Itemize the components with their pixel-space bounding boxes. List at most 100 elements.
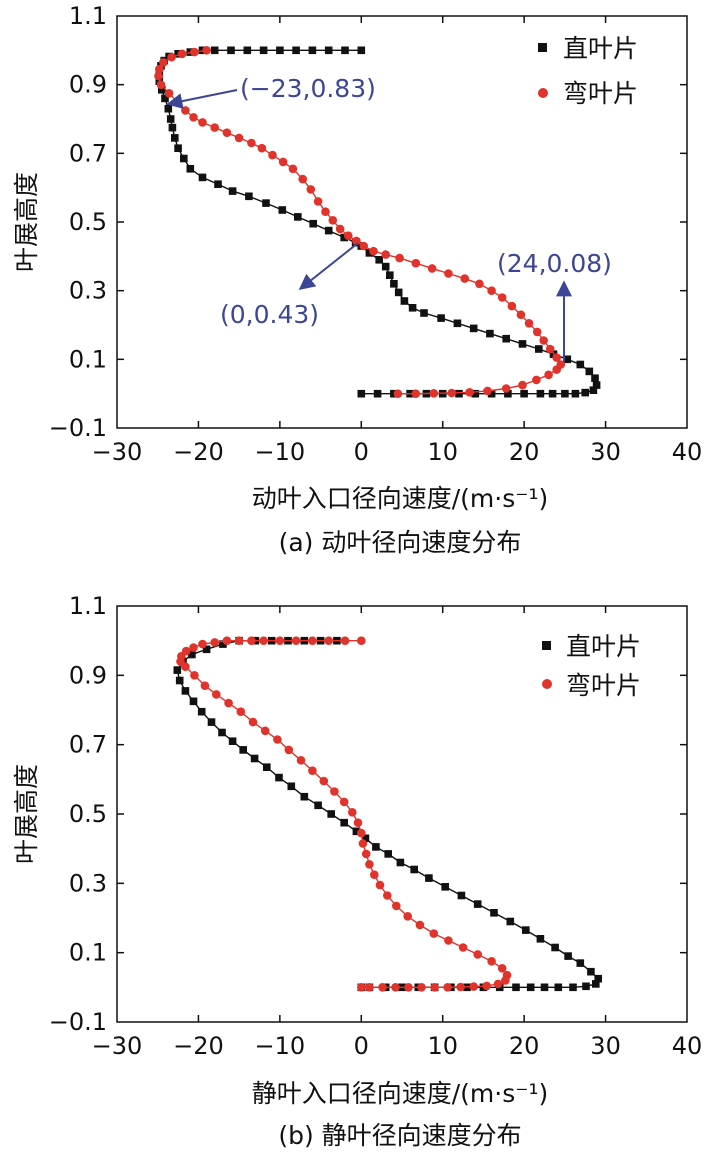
y-tick-label-a: 0.5 xyxy=(69,208,107,236)
data-point-a xyxy=(294,213,302,221)
data-point-a xyxy=(520,389,528,398)
data-point-b xyxy=(487,957,496,966)
data-point-a xyxy=(532,327,542,337)
data-point-a xyxy=(247,138,256,148)
data-point-b xyxy=(287,782,296,791)
data-point-a xyxy=(365,249,374,257)
data-point-b xyxy=(275,636,285,645)
data-point-b xyxy=(324,636,334,645)
data-point-b xyxy=(247,636,256,645)
legend-marker-curved-a xyxy=(538,88,548,98)
x-tick-label-b: 0 xyxy=(354,1032,369,1060)
y-tick-label-b: 0.3 xyxy=(69,869,107,897)
series-line-a-0 xyxy=(158,49,598,395)
data-point-b xyxy=(365,983,374,992)
data-point-a xyxy=(486,329,494,338)
x-tick-label-b: 10 xyxy=(427,1032,458,1060)
annotation-arrow-2 xyxy=(298,242,359,290)
data-point-a xyxy=(167,52,176,62)
data-point-a xyxy=(471,389,480,398)
data-point-a xyxy=(306,185,316,194)
data-point-b xyxy=(594,974,602,983)
data-point-a xyxy=(501,384,511,393)
data-point-b xyxy=(250,754,259,763)
x-tick-label-a: −20 xyxy=(173,438,224,466)
data-point-b xyxy=(181,662,190,671)
data-point-a xyxy=(576,360,585,369)
data-point-b xyxy=(197,707,206,716)
data-point-b xyxy=(375,880,385,890)
y-tick-label-a: 0.7 xyxy=(69,139,107,167)
data-point-b xyxy=(314,801,322,810)
data-point-a xyxy=(395,253,404,263)
data-point-b xyxy=(444,936,453,945)
series-line-b-1 xyxy=(179,640,508,988)
data-point-a xyxy=(369,246,378,256)
x-tick-label-a: 10 xyxy=(427,438,458,466)
data-point-a xyxy=(408,304,417,312)
x-tick-label-a: 30 xyxy=(590,438,621,466)
data-point-a xyxy=(561,389,569,398)
data-point-a xyxy=(357,46,366,55)
data-point-b xyxy=(218,728,226,737)
plot-area-b: −30 −20 −10 0 10 20 30 40 −0.1 0.1 0.3 0.5 0.7 0.9 1.… xyxy=(49,592,703,1060)
data-point-a xyxy=(202,46,211,55)
data-point-a xyxy=(393,389,403,399)
data-point-a xyxy=(475,279,484,289)
data-point-a xyxy=(497,293,507,302)
data-point-b xyxy=(189,643,198,652)
data-point-a xyxy=(487,286,496,296)
data-point-b xyxy=(263,763,271,771)
data-point-b xyxy=(361,849,371,859)
y-tick-label-a: −0.1 xyxy=(49,414,107,442)
data-point-b xyxy=(234,636,244,645)
data-point-b xyxy=(202,645,211,654)
data-point-b xyxy=(210,638,219,647)
data-point-b xyxy=(188,650,196,659)
data-point-b xyxy=(536,935,545,943)
data-point-a xyxy=(335,224,345,234)
data-point-b xyxy=(378,983,387,992)
data-point-a xyxy=(453,319,462,328)
data-point-b xyxy=(248,717,258,727)
annotation-label-3: (24,0.08) xyxy=(497,249,612,278)
y-axis-title-a: 叶展高度 xyxy=(12,172,41,272)
data-point-a xyxy=(308,46,317,55)
data-point-b xyxy=(236,707,246,716)
data-point-b xyxy=(540,983,549,992)
data-point-a xyxy=(563,355,572,364)
series-layer-a xyxy=(154,46,601,399)
data-point-a xyxy=(455,389,463,398)
data-point-a xyxy=(532,375,541,385)
data-point-b xyxy=(357,636,366,645)
data-point-b xyxy=(457,891,466,900)
data-point-b xyxy=(291,636,301,645)
data-point-b xyxy=(357,828,366,838)
data-point-b xyxy=(273,735,282,744)
x-tick-label-b: −10 xyxy=(255,1032,306,1060)
data-point-a xyxy=(166,115,175,123)
plot-frame-b xyxy=(116,605,688,1023)
plot-frame-a xyxy=(116,15,688,429)
legend-label-curved-a: 弯叶片 xyxy=(563,79,638,108)
data-point-b xyxy=(404,983,413,992)
data-point-a xyxy=(292,46,300,55)
data-point-a xyxy=(321,207,330,216)
data-point-a xyxy=(324,226,333,235)
annotation-label-2: (0,0.43) xyxy=(220,300,319,329)
data-point-a xyxy=(164,89,174,98)
data-point-a xyxy=(437,314,445,322)
data-point-a xyxy=(189,113,198,122)
y-tick-label-a: 0.9 xyxy=(69,71,107,99)
data-point-a xyxy=(394,288,403,297)
data-point-b xyxy=(222,636,232,645)
data-point-b xyxy=(308,636,317,645)
data-point-b xyxy=(348,808,357,817)
annotation-arrow-1 xyxy=(166,89,238,109)
x-tick-label-b: 30 xyxy=(590,1032,621,1060)
data-point-a xyxy=(518,340,527,348)
data-point-b xyxy=(352,827,361,836)
series-curved-a xyxy=(154,46,566,399)
data-point-a xyxy=(552,365,561,374)
